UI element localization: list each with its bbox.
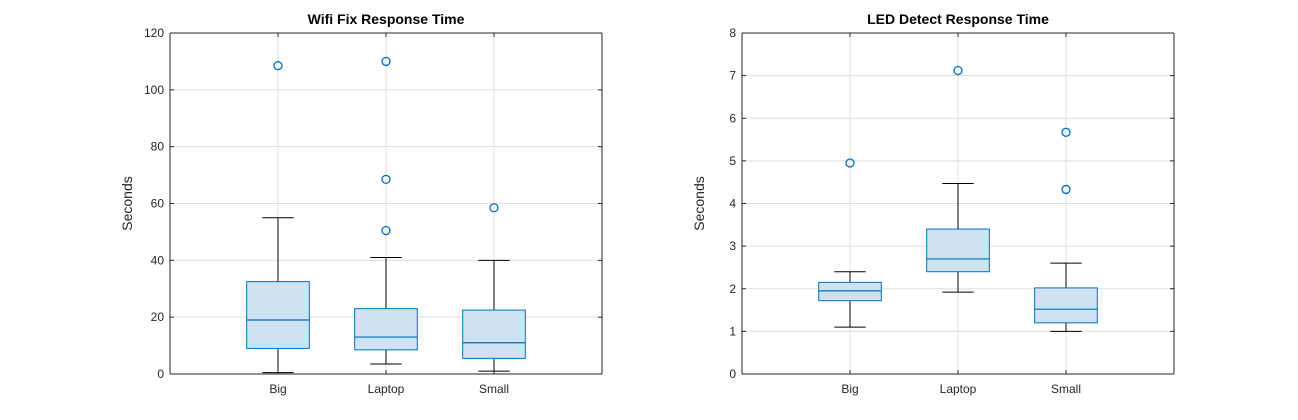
chart-1-box-2-iqr-box — [1034, 287, 1098, 324]
chart-1-box-2-outlier-0 — [1061, 184, 1071, 195]
chart-1-box-2-outlier-1 — [1061, 127, 1071, 137]
chart-1-y-axis-label: Seconds — [691, 176, 707, 230]
chart-1-box-1-outlier-0 — [953, 65, 963, 76]
chart-0-x-tick-label-1: Laptop — [368, 382, 405, 396]
chart-led-detect-response-time: 0 1 2 3 4 5 6 7 8 Big Laptop Small LED Detect Respon… — [691, 11, 1175, 396]
chart-0-x-tick-label-0: Big — [269, 382, 286, 396]
chart-1-y-tick-label-0: 0 — [729, 367, 736, 381]
chart-0-y-tick-label-3: 60 — [151, 197, 165, 211]
chart-1-y-tick-label-2: 2 — [729, 282, 736, 296]
chart-1-title: LED Detect Response Time — [867, 11, 1049, 27]
chart-0-box-0-iqr-box — [246, 281, 310, 349]
chart-1-x-tick-label-2: Small — [1051, 382, 1081, 396]
chart-0-y-tick-label-5: 100 — [144, 83, 164, 97]
chart-1-box-1-iqr-box — [926, 228, 990, 273]
chart-0-box-1-iqr-box — [354, 308, 418, 351]
chart-0-box-2-iqr-box — [462, 309, 526, 359]
chart-0-box-2-outlier-0 — [489, 203, 499, 213]
chart-0-box-1-outlier-2 — [381, 56, 391, 67]
chart-0-x-tick-label-2: Small — [479, 382, 509, 396]
chart-1-y-tick-label-1: 1 — [729, 324, 736, 338]
chart-0-title: Wifi Fix Response Time — [308, 11, 465, 27]
chart-0-y-tick-label-0: 0 — [157, 367, 164, 381]
chart-0-y-tick-label-1: 20 — [151, 310, 165, 324]
chart-1-y-tick-label-4: 4 — [729, 197, 736, 211]
chart-1-y-tick-label-3: 3 — [729, 239, 736, 253]
chart-1-box-0-outlier-0 — [845, 158, 855, 168]
chart-1-x-tick-label-0: Big — [841, 382, 858, 396]
chart-0-box-1-outlier-0 — [381, 225, 391, 236]
chart-0-box-1-outlier-1 — [381, 174, 391, 184]
chart-0-y-tick-label-2: 40 — [151, 253, 165, 267]
chart-1-y-tick-label-8: 8 — [729, 26, 736, 40]
chart-0-y-tick-label-6: 120 — [144, 26, 164, 40]
chart-0-y-tick-label-4: 80 — [151, 140, 165, 154]
chart-1-box-0-iqr-box — [818, 281, 882, 302]
chart-0-y-axis-label: Seconds — [119, 176, 135, 230]
chart-1-y-tick-label-5: 5 — [729, 154, 736, 168]
chart-wifi-fix-response-time: 0 20 40 60 80 100 120 Big Laptop Small Wifi Fix Re… — [119, 11, 603, 396]
chart-1-x-tick-label-1: Laptop — [940, 382, 977, 396]
chart-1-y-tick-label-6: 6 — [729, 111, 736, 125]
chart-0-box-0-outlier-0 — [273, 61, 283, 71]
chart-1-y-tick-label-7: 7 — [729, 69, 736, 83]
